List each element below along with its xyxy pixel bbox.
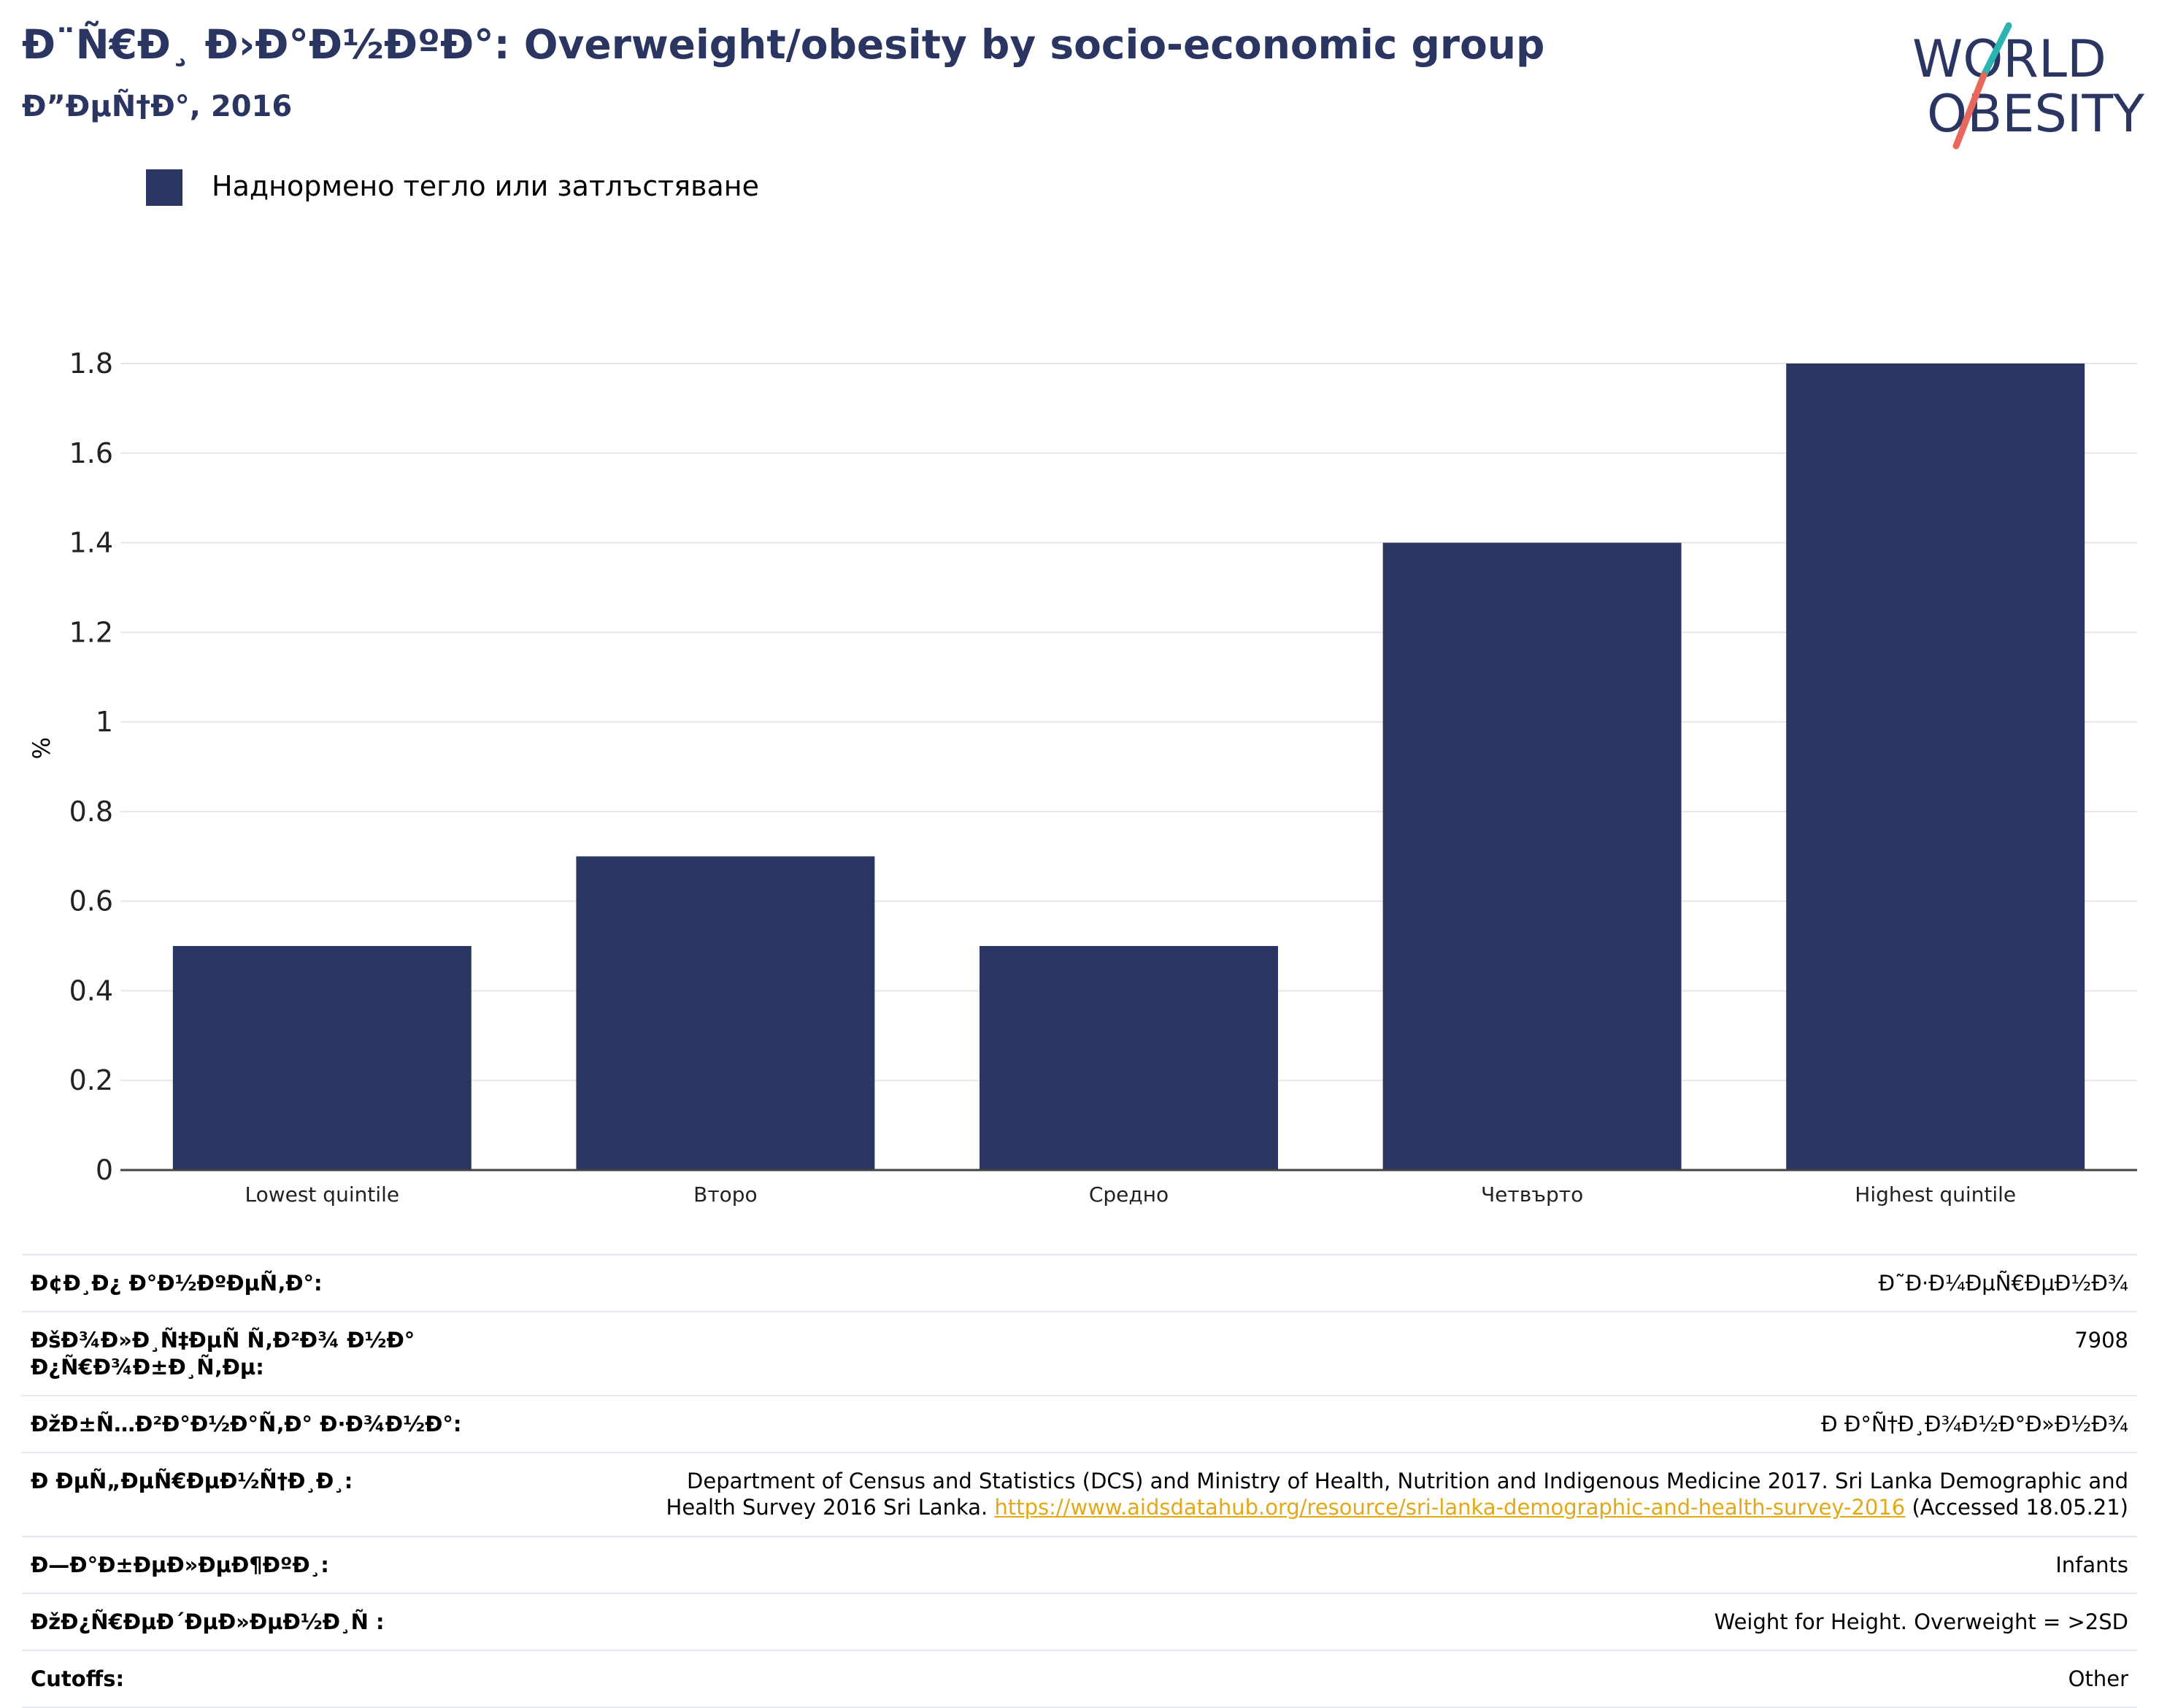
x-tick-label: Второ [693,1182,758,1207]
meta-value: Other [2068,1666,2128,1691]
meta-value: Department of Census and Statistics (DCS… [498,1468,2128,1521]
y-tick-label: 0.8 [69,796,113,828]
bar [172,946,472,1170]
meta-row-survey-type: Ð¢Ð¸Ð¿ Ð°Ð½ÐºÐµÑ‚Ð°: Ð˜Ð·Ð¼ÐµÑ€ÐµÐ½Ð¾ [22,1254,2137,1311]
x-tick-label: Четвърто [1481,1182,1583,1207]
y-tick-label: 1.4 [69,527,113,559]
chart-subtitle: Ð”ÐµÑ†Ð°, 2016 [22,90,293,123]
meta-row-sample-size: ÐšÐ¾Ð»Ð¸Ñ‡ÐµÑ Ñ‚Ð²Ð¾ Ð½Ð° Ð¿Ñ€Ð¾Ð±Ð¸Ñ‚Ðµ… [22,1311,2137,1395]
axis-layer: 0 0.2 0.4 0.6 0.8 1 1.2 1.4 1.6 1.8 Lowest quintil… [69,347,2137,1207]
y-tick-label: 0.4 [69,974,113,1007]
reference-accessed: (Accessed 18.05.21) [1912,1495,2128,1520]
y-tick-label: 1.8 [69,347,113,380]
metadata-table: Ð¢Ð¸Ð¿ Ð°Ð½ÐºÐµÑ‚Ð°: Ð˜Ð·Ð¼ÐµÑ€ÐµÐ½Ð¾ Ðš… [22,1254,2137,1708]
meta-row-references: Ð ÐµÑ„ÐµÑ€ÐµÐ½Ñ†Ð¸Ð¸: Department of Cens… [22,1452,2137,1536]
meta-label: Ð—Ð°Ð±ÐµÐ»ÐµÐ¶ÐºÐ¸: [31,1552,329,1577]
meta-label: ÐžÐ¿Ñ€ÐµÐ´ÐµÐ»ÐµÐ½Ð¸Ñ : [31,1609,385,1634]
bar [1382,542,1682,1170]
bar-layer [172,363,2085,1170]
meta-label: Cutoffs: [31,1666,125,1691]
meta-value: 7908 [2074,1328,2128,1353]
x-tick-label: Lowest quintile [245,1182,399,1207]
logo-slash-teal [1980,22,2012,79]
logo-word-world: WORLD [1912,29,2106,89]
y-tick-label: 0.6 [69,885,113,918]
bar-chart: 0 0.2 0.4 0.6 0.8 1 1.2 1.4 1.6 1.8 Lowest quintil… [28,347,2137,1207]
x-tick-label: Средно [1089,1182,1169,1207]
world-obesity-logo: WORLD OBESITY [1912,22,2144,150]
y-tick-label: 1 [96,706,113,738]
meta-value: Ð˜Ð·Ð¼ÐµÑ€ÐµÐ½Ð¾ [1878,1271,2128,1296]
y-tick-label: 0 [96,1154,113,1186]
legend-label: Наднормено тегло или затлъстяване [212,170,759,202]
chart-title: Ð¨Ñ€Ð¸ Ð›Ð°Ð½ÐºÐ°: Overweight/obesity by… [22,21,1545,68]
y-tick-label: 1.2 [69,616,113,648]
meta-label: ÐšÐ¾Ð»Ð¸Ñ‡ÐµÑ Ñ‚Ð²Ð¾ Ð½Ð° Ð¿Ñ€Ð¾Ð±Ð¸Ñ‚Ðµ… [31,1328,415,1380]
meta-row-cutoffs: Cutoffs: Other [22,1650,2137,1708]
legend-swatch [146,169,182,206]
bar [576,856,875,1170]
meta-row-definitions: ÐžÐ¿Ñ€ÐµÐ´ÐµÐ»ÐµÐ½Ð¸Ñ : Weight for Heigh… [22,1592,2137,1650]
bar [980,946,1278,1170]
meta-value: Weight for Height. Overweight = >2SD [1714,1609,2128,1634]
reference-text-line1: Department of Census and Statistics (DCS… [687,1469,2128,1493]
meta-label: Ð¢Ð¸Ð¿ Ð°Ð½ÐºÐµÑ‚Ð°: [31,1271,323,1296]
reference-link[interactable]: https://www.aidsdatahub.org/resource/sri… [994,1495,1906,1520]
y-tick-label: 1.6 [69,437,113,469]
meta-row-coverage: ÐžÐ±Ñ…Ð²Ð°Ð½Ð°Ñ‚Ð° Ð·Ð¾Ð½Ð°: Ð Ð°Ñ†Ð¸Ð¾Ð… [22,1394,2137,1452]
y-tick-label: 0.2 [69,1064,113,1096]
meta-label: ÐžÐ±Ñ…Ð²Ð°Ð½Ð°Ñ‚Ð° Ð·Ð¾Ð½Ð°: [31,1411,462,1436]
meta-value: Infants [2055,1552,2128,1577]
bar [1786,363,2085,1170]
meta-value: Ð Ð°Ñ†Ð¸Ð¾Ð½Ð°Ð»Ð½Ð¾ [1821,1411,2128,1436]
x-tick-label: Highest quintile [1855,1182,2016,1207]
y-axis-label: % [28,737,55,759]
logo-slash-coral [1952,72,1987,150]
meta-label: Ð ÐµÑ„ÐµÑ€ÐµÐ½Ñ†Ð¸Ð¸: [31,1469,353,1493]
reference-text-line2: Health Survey 2016 Sri Lanka. [666,1495,988,1520]
meta-row-notes: Ð—Ð°Ð±ÐµÐ»ÐµÐ¶ÐºÐ¸: Infants [22,1535,2137,1593]
